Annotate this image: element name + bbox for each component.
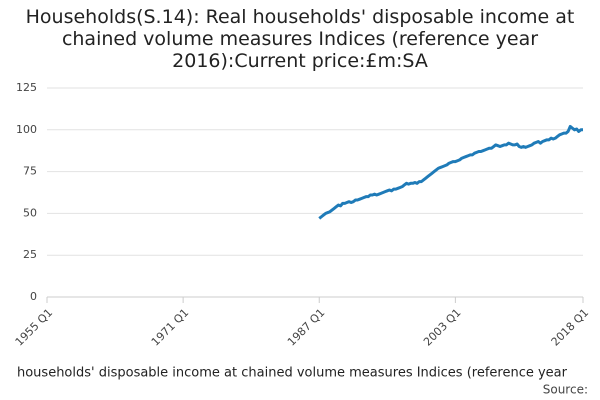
line bbox=[318, 124, 583, 220]
y-tick-label: 75 bbox=[23, 165, 37, 178]
x-tick-label: 2003 Q1 bbox=[421, 306, 464, 349]
x-tick-label: 1987 Q1 bbox=[285, 306, 328, 349]
y-tick-label: 25 bbox=[23, 248, 37, 261]
y-tick-label: 125 bbox=[16, 81, 37, 94]
x-tick-label: 2018 Q1 bbox=[549, 306, 592, 349]
source: Source: bbox=[543, 383, 588, 397]
x-tick-label: 1971 Q1 bbox=[149, 306, 192, 349]
y-tick-label: 100 bbox=[16, 123, 37, 136]
chart-title: Households(S.14): Real households' dispo… bbox=[25, 6, 575, 72]
y-tick-label: 50 bbox=[23, 206, 37, 219]
y-tick-label: 0 bbox=[30, 290, 37, 303]
x-axis-label: households' disposable income at chained… bbox=[17, 366, 568, 381]
x-tick-label: 1955 Q1 bbox=[13, 306, 56, 349]
